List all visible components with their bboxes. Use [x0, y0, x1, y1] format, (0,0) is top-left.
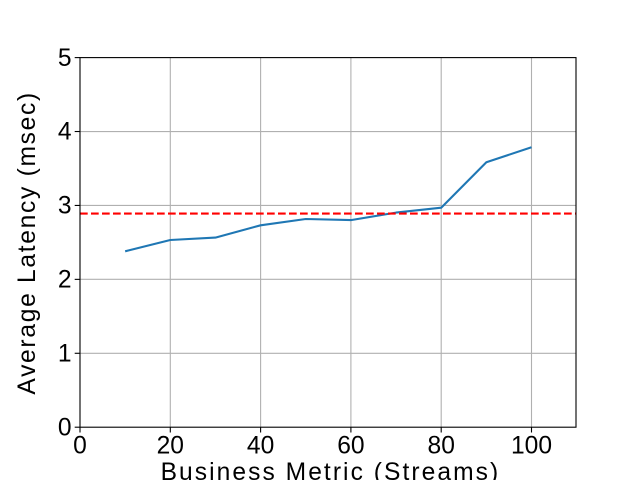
svg-text:4: 4	[58, 119, 72, 146]
svg-text:5: 5	[58, 45, 72, 72]
svg-text:0: 0	[58, 414, 72, 441]
svg-text:1: 1	[58, 340, 72, 367]
svg-text:0: 0	[73, 432, 87, 459]
svg-text:2: 2	[58, 267, 72, 294]
svg-text:100: 100	[511, 432, 552, 459]
svg-text:20: 20	[157, 432, 184, 459]
svg-text:Average Latency (msec): Average Latency (msec)	[14, 91, 41, 395]
svg-text:60: 60	[337, 432, 364, 459]
svg-text:80: 80	[428, 432, 455, 459]
svg-text:40: 40	[247, 432, 274, 459]
svg-text:3: 3	[58, 193, 72, 220]
svg-text:Business Metric (Streams): Business Metric (Streams)	[161, 459, 501, 480]
